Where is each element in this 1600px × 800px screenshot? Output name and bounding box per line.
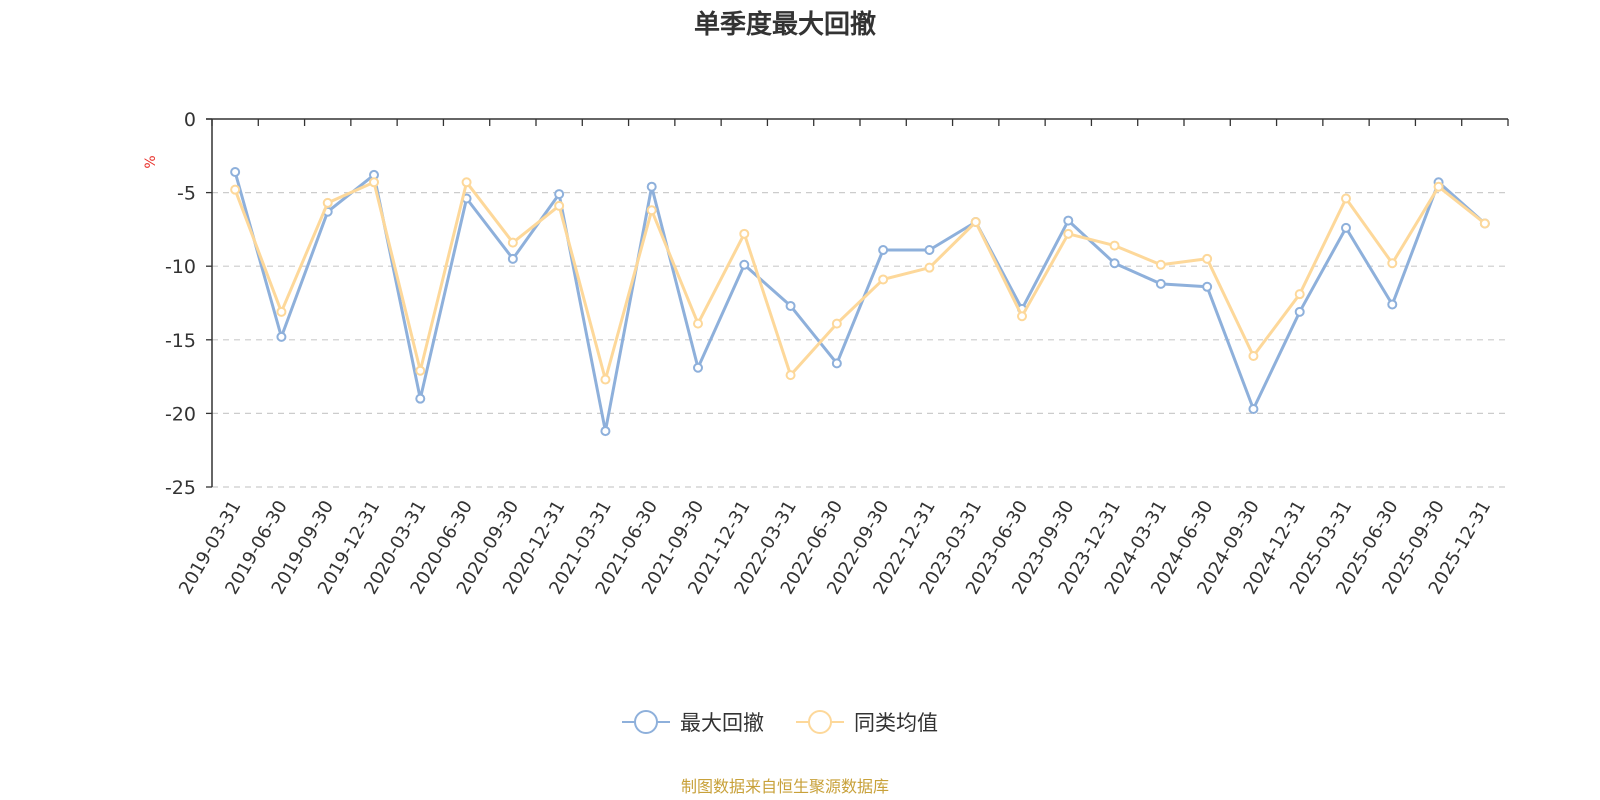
legend-circle-icon bbox=[634, 710, 658, 734]
data-point[interactable] bbox=[1294, 306, 1305, 317]
data-point[interactable] bbox=[1479, 218, 1490, 229]
data-point[interactable] bbox=[276, 331, 287, 342]
data-point[interactable] bbox=[230, 184, 241, 195]
data-point[interactable] bbox=[785, 370, 796, 381]
y-tick-labels: 0 -5 -10 -15 -20 -25 bbox=[165, 109, 196, 499]
data-point[interactable] bbox=[693, 362, 703, 373]
y-tick-label: -10 bbox=[165, 256, 196, 278]
data-point[interactable] bbox=[1109, 240, 1120, 251]
data-point[interactable] bbox=[831, 358, 842, 369]
data-point[interactable] bbox=[1294, 289, 1305, 300]
data-point[interactable] bbox=[554, 200, 565, 211]
legend-label: 最大回撤 bbox=[680, 711, 764, 735]
axes bbox=[206, 118, 1509, 488]
data-point[interactable] bbox=[554, 189, 565, 200]
source-note: 制图数据来自恒生聚源数据库 bbox=[681, 777, 889, 796]
legend-item[interactable]: 最大回撤 bbox=[622, 710, 764, 735]
legend[interactable]: 最大回撤 同类均值 bbox=[622, 710, 938, 735]
data-point[interactable] bbox=[1202, 281, 1213, 292]
legend-circle-icon bbox=[808, 710, 832, 734]
data-point[interactable] bbox=[924, 262, 935, 273]
data-point[interactable] bbox=[1017, 311, 1027, 322]
data-point[interactable] bbox=[924, 245, 935, 256]
data-point[interactable] bbox=[1248, 350, 1259, 361]
data-point[interactable] bbox=[878, 274, 889, 285]
data-point[interactable] bbox=[693, 318, 703, 329]
data-point[interactable] bbox=[831, 318, 842, 329]
data-point[interactable] bbox=[507, 237, 518, 248]
data-point[interactable] bbox=[646, 205, 657, 216]
data-point[interactable] bbox=[970, 217, 981, 228]
data-point[interactable] bbox=[600, 426, 611, 437]
data-point[interactable] bbox=[369, 177, 379, 188]
chart-title: 单季度最大回撤 bbox=[694, 9, 876, 40]
data-point[interactable] bbox=[600, 374, 611, 385]
legend-label: 同类均值 bbox=[854, 711, 938, 735]
data-point[interactable] bbox=[322, 197, 333, 208]
data-point[interactable] bbox=[785, 300, 796, 311]
data-point[interactable] bbox=[878, 245, 889, 256]
data-point[interactable] bbox=[1387, 258, 1398, 269]
series-line bbox=[233, 180, 1486, 381]
grid-lines bbox=[212, 192, 1508, 488]
data-point[interactable] bbox=[1063, 228, 1074, 239]
data-point[interactable] bbox=[1341, 222, 1351, 233]
data-point[interactable] bbox=[415, 365, 426, 376]
data-point[interactable] bbox=[739, 259, 750, 270]
data-point[interactable] bbox=[1155, 259, 1166, 270]
data-point[interactable] bbox=[1155, 278, 1166, 289]
data-point[interactable] bbox=[230, 166, 241, 177]
data-point[interactable] bbox=[507, 253, 518, 264]
data-point[interactable] bbox=[461, 177, 472, 188]
data-point[interactable] bbox=[1202, 253, 1213, 264]
data-point[interactable] bbox=[1063, 215, 1074, 226]
y-tick-label: -15 bbox=[165, 330, 196, 352]
y-tick-label: 0 bbox=[184, 109, 196, 131]
data-point[interactable] bbox=[1248, 403, 1259, 414]
series-2 bbox=[230, 177, 1490, 385]
data-point[interactable] bbox=[1433, 181, 1444, 192]
data-point[interactable] bbox=[1387, 299, 1398, 310]
series-layer bbox=[230, 166, 1490, 437]
y-tick-label: -5 bbox=[177, 183, 196, 205]
y-tick-label: -20 bbox=[165, 403, 196, 425]
data-point[interactable] bbox=[415, 393, 426, 404]
legend-item[interactable]: 同类均值 bbox=[796, 710, 938, 735]
data-point[interactable] bbox=[646, 181, 657, 192]
data-point[interactable] bbox=[739, 228, 750, 239]
y-tick-label: -25 bbox=[165, 477, 196, 499]
series-line bbox=[233, 171, 1486, 433]
data-point[interactable] bbox=[1109, 258, 1120, 269]
data-point[interactable] bbox=[276, 306, 287, 317]
x-tick-labels: 2019-03-312019-06-302019-09-302019-12-31… bbox=[175, 497, 1495, 598]
y-axis-unit: % bbox=[143, 155, 159, 168]
data-point[interactable] bbox=[1341, 193, 1351, 204]
